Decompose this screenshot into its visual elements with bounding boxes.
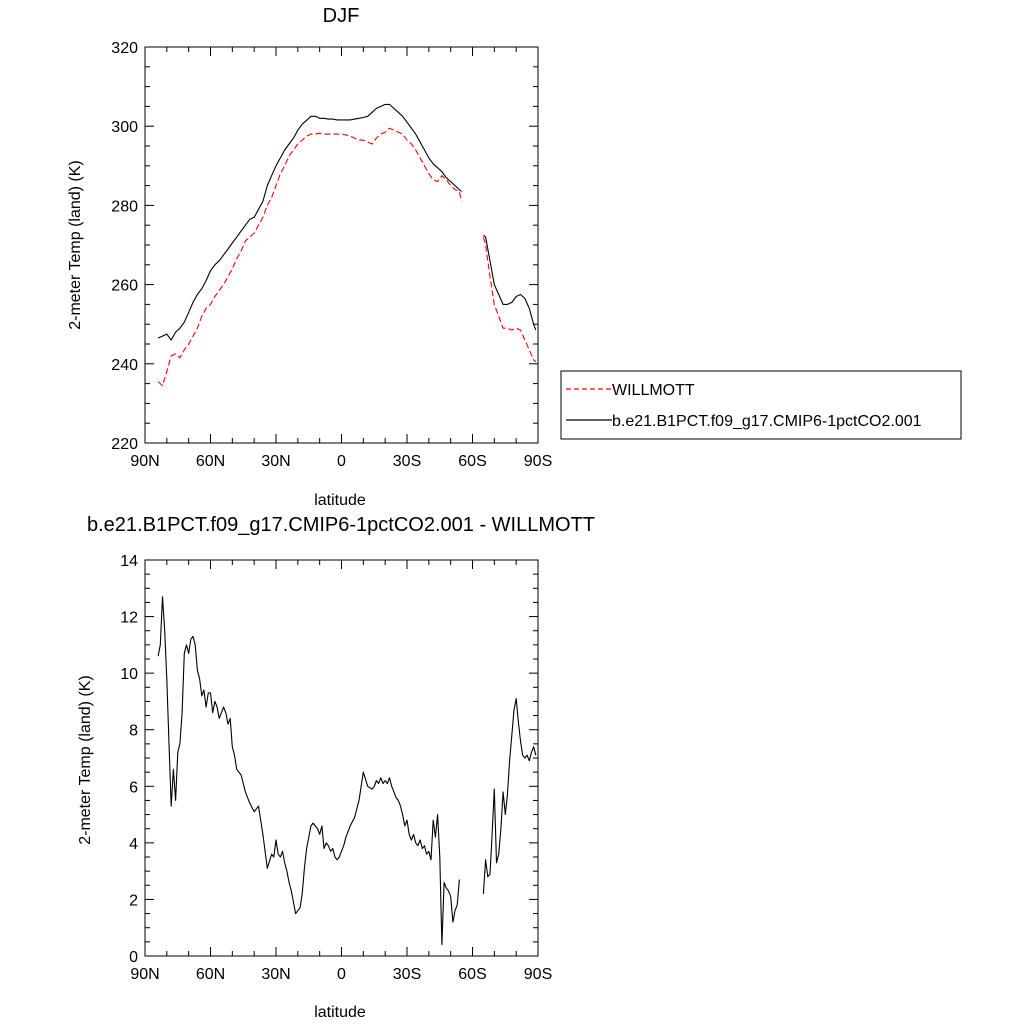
legend-label-willmott: WILLMOTT [612, 382, 695, 399]
bottom-y-tick-label: 10 [120, 666, 138, 683]
bottom-y-axis-label: 2-meter Temp (land) (K) [77, 675, 94, 845]
top-series-lines [157, 103, 537, 387]
top-x-tick-label: 60N [196, 453, 225, 470]
top-x-axis-label: latitude [314, 492, 366, 509]
bottom-series-0-line [157, 596, 460, 946]
bottom-x-tick-label: 0 [337, 966, 346, 983]
legend-label-model: b.e21.B1PCT.f09_g17.CMIP6-1pctCO2.001 [612, 413, 922, 430]
bottom-x-tick-label: 60S [458, 966, 486, 983]
top-plot-frame [144, 46, 539, 444]
bottom-series-0-line [482, 698, 537, 894]
bottom-y-tick-label: 6 [129, 779, 138, 796]
bottom-x-tick-label: 90S [524, 966, 552, 983]
top-x-tick-label: 0 [337, 453, 346, 470]
top-y-axis-label: 2-meter Temp (land) (K) [67, 160, 84, 330]
bottom-panel: b.e21.B1PCT.f09_g17.CMIP6-1pctCO2.001 - … [77, 514, 595, 1021]
top-x-tick-label: 60S [458, 453, 486, 470]
bottom-plot-frame [144, 559, 539, 957]
bottom-y-tick-label: 2 [129, 892, 138, 909]
top-x-tick-label: 30N [261, 453, 290, 470]
bottom-y-tick-label: 8 [129, 723, 138, 740]
bottom-y-tick-label: 4 [129, 836, 138, 853]
bottom-ticks: 90N 60N 30N 0 30S 60S 90S 0 2 4 6 8 10 12 14 [120, 553, 552, 983]
top-y-tick-label: 280 [111, 198, 138, 215]
legend: WILLMOTT b.e21.B1PCT.f09_g17.CMIP6-1pctC… [560, 370, 962, 440]
top-y-tick-label: 320 [111, 40, 138, 57]
top-y-tick-label: 260 [111, 278, 138, 295]
top-x-tick-label: 90S [524, 453, 552, 470]
bottom-x-tick-label: 30S [393, 966, 421, 983]
top-y-tick-label: 300 [111, 119, 138, 136]
bottom-x-tick-label: 60N [196, 966, 225, 983]
top-series-0-line [157, 127, 463, 387]
top-ticks: 90N 60N 30N 0 30S 60S 90S 220 240 260 280 300 320 [111, 40, 552, 470]
top-y-tick-label: 240 [111, 357, 138, 374]
bottom-x-tick-label: 90N [130, 966, 159, 983]
top-x-tick-label: 30S [393, 453, 421, 470]
top-x-tick-label: 90N [130, 453, 159, 470]
bottom-series-lines [157, 596, 537, 946]
top-y-tick-label: 220 [111, 436, 138, 453]
bottom-chart-title: b.e21.B1PCT.f09_g17.CMIP6-1pctCO2.001 - … [87, 514, 595, 536]
top-panel: DJF latitude 2-meter Temp (land) (K) 90N… [67, 5, 552, 509]
top-chart-title: DJF [323, 5, 360, 27]
bottom-y-tick-label: 0 [129, 949, 138, 966]
bottom-y-tick-label: 12 [120, 610, 138, 627]
top-series-1-line [483, 234, 537, 331]
top-series-1-line [157, 103, 462, 341]
top-series-0-line [482, 236, 537, 363]
bottom-x-axis-label: latitude [314, 1004, 366, 1021]
bottom-x-tick-label: 30N [261, 966, 290, 983]
legend-box [560, 370, 962, 440]
bottom-y-tick-label: 14 [120, 553, 138, 570]
